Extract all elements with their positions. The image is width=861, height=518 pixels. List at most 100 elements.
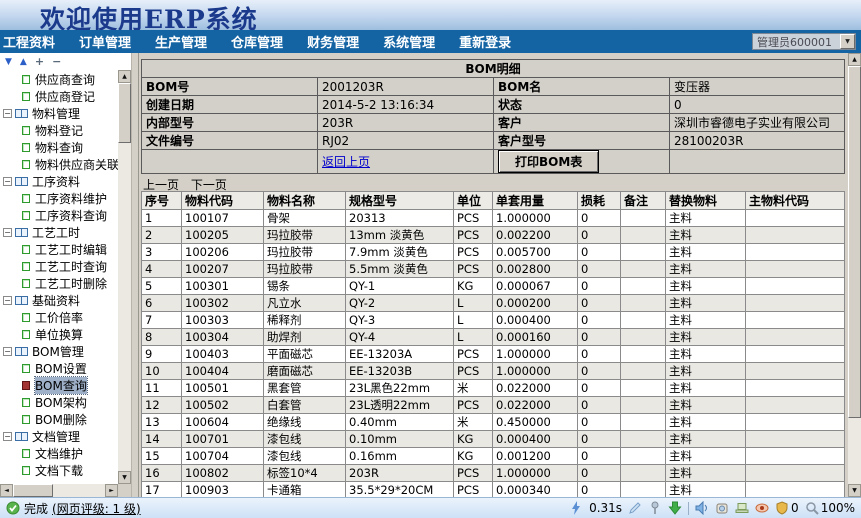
menu-item-5[interactable]: 系统管理 [383, 36, 436, 51]
sidebar-item-11[interactable]: 工艺工时查询 [0, 258, 118, 275]
sidebar-item-14[interactable]: 工价倍率 [0, 309, 118, 326]
shield-icon[interactable] [775, 501, 789, 515]
tree-expander-icon[interactable] [3, 347, 12, 356]
menu-item-1[interactable]: 订单管理 [79, 36, 132, 51]
sidebar-item-3[interactable]: 物料登记 [0, 122, 118, 139]
table-cell: PCS [453, 226, 493, 244]
table-cell [745, 209, 845, 227]
menu-item-0[interactable]: 工程资料 [3, 36, 56, 51]
sidebar-item-5[interactable]: 物料供应商关联 [0, 156, 118, 173]
bom-detail-page: BOM明细 BOM号 2001203R BOM名 变压器 创建日期 2014-5-2 13… [139, 53, 848, 497]
book-icon [15, 347, 28, 356]
expand-all-icon[interactable] [35, 56, 44, 68]
prev-page-link[interactable]: 上一页 [143, 178, 180, 192]
back-link[interactable]: 返回上页 [322, 155, 371, 169]
table-cell: 0.16mm [345, 447, 454, 465]
tree-expander-icon[interactable] [3, 109, 12, 118]
collapse-all-icon[interactable] [52, 56, 61, 68]
table-cell [745, 396, 845, 414]
column-header: 替换物料 [665, 191, 746, 210]
scroll-right-icon[interactable] [105, 484, 118, 497]
next-page-link[interactable]: 下一页 [190, 178, 227, 192]
move-up-icon[interactable] [20, 56, 27, 68]
menu-item-4[interactable]: 财务管理 [307, 36, 360, 51]
tree-expander-icon[interactable] [3, 228, 12, 237]
sidebar-item-8[interactable]: 工序资料查询 [0, 207, 118, 224]
speaker-icon[interactable] [695, 501, 709, 515]
table-cell: 0 [577, 396, 621, 414]
sidebar-item-0[interactable]: 供应商查询 [0, 71, 118, 88]
scroll-down-icon[interactable] [118, 471, 131, 484]
table-cell: 20313 [345, 209, 454, 227]
sidebar-item-21[interactable]: 文档管理 [0, 428, 118, 445]
table-cell: 0 [577, 430, 621, 448]
user-select[interactable]: 管理员600001 [752, 33, 856, 50]
table-cell: 6 [141, 294, 182, 312]
chevron-down-icon[interactable] [840, 34, 855, 49]
edit-pencil-icon[interactable] [628, 501, 642, 515]
sidebar-vertical-scrollbar[interactable] [118, 70, 131, 484]
scroll-up-icon[interactable] [118, 70, 131, 83]
scrollbar-thumb[interactable] [13, 484, 53, 497]
tree-expander-icon[interactable] [3, 432, 12, 441]
table-cell: 100304 [181, 328, 264, 346]
sidebar-item-9[interactable]: 工艺工时 [0, 224, 118, 241]
table-cell: 17 [141, 481, 182, 497]
table-cell: 16 [141, 464, 182, 482]
sidebar-item-18[interactable]: BOM查询 [0, 376, 118, 395]
sidebar-item-20[interactable]: BOM删除 [0, 411, 118, 428]
sidebar-item-22[interactable]: 文档维护 [0, 445, 118, 462]
laptop-icon[interactable] [735, 501, 749, 515]
scrollbar-thumb[interactable] [848, 66, 861, 418]
sidebar-item-13[interactable]: 基础资料 [0, 292, 118, 309]
sidebar-horizontal-scrollbar[interactable] [0, 484, 131, 497]
detail-value: RJ02 [317, 131, 494, 150]
sidebar-item-label: 基础资料 [32, 294, 81, 308]
sidebar-item-12[interactable]: 工艺工时删除 [0, 275, 118, 292]
sidebar-item-16[interactable]: BOM管理 [0, 343, 118, 360]
sidebar-item-2[interactable]: 物料管理 [0, 105, 118, 122]
menu-item-2[interactable]: 生产管理 [155, 36, 208, 51]
tree-expander-icon[interactable] [3, 177, 12, 186]
table-row: 10 100404 磨面磁芯 EE-13203B PCS 1.000000 0 主料 [141, 362, 845, 380]
table-cell: 0 [577, 413, 621, 431]
table-cell: 0 [577, 379, 621, 397]
pin-icon[interactable] [648, 501, 662, 515]
sidebar-item-17[interactable]: BOM设置 [0, 360, 118, 377]
phone-icon[interactable] [715, 501, 729, 515]
table-cell [745, 294, 845, 312]
download-arrow-icon[interactable] [668, 501, 682, 515]
table-cell: 0 [577, 277, 621, 295]
table-cell: 35.5*29*20CM [345, 481, 454, 497]
scroll-left-icon[interactable] [0, 484, 13, 497]
print-bom-button[interactable]: 打印BOM表 [498, 150, 600, 173]
sidebar-item-19[interactable]: BOM架构 [0, 394, 118, 411]
table-cell: QY-3 [345, 311, 454, 329]
sidebar-item-6[interactable]: 工序资料 [0, 173, 118, 190]
table-cell: 1.000000 [492, 362, 578, 380]
scrollbar-thumb[interactable] [118, 83, 131, 143]
table-cell: 100802 [181, 464, 264, 482]
sidebar-item-4[interactable]: 物料查询 [0, 139, 118, 156]
sidebar-item-1[interactable]: 供应商登记 [0, 88, 118, 105]
menu-item-3[interactable]: 仓库管理 [231, 36, 284, 51]
tree-expander-icon[interactable] [3, 296, 12, 305]
detail-label: 文件编号 [141, 131, 318, 150]
zoom-magnifier-icon[interactable] [805, 501, 819, 515]
sidebar-item-7[interactable]: 工序资料维护 [0, 190, 118, 207]
scroll-down-icon[interactable] [848, 484, 861, 497]
eye-icon[interactable] [755, 501, 769, 515]
page-rating-link[interactable]: (网页评级: 1 级) [52, 501, 141, 516]
sidebar-item-15[interactable]: 单位换算 [0, 326, 118, 343]
sidebar-item-10[interactable]: 工艺工时编辑 [0, 241, 118, 258]
table-cell: 锡条 [263, 277, 346, 295]
move-down-icon[interactable] [5, 56, 12, 68]
menu-item-6[interactable]: 重新登录 [459, 36, 512, 51]
sidebar-item-label: BOM架构 [35, 396, 87, 410]
sidebar-item-label: 文档维护 [35, 447, 84, 461]
sidebar-item-23[interactable]: 文档下载 [0, 462, 118, 479]
table-cell: 100604 [181, 413, 264, 431]
scroll-up-icon[interactable] [848, 53, 861, 66]
main-vertical-scrollbar[interactable] [848, 53, 861, 497]
bom-detail-title: BOM明细 [140, 59, 846, 78]
